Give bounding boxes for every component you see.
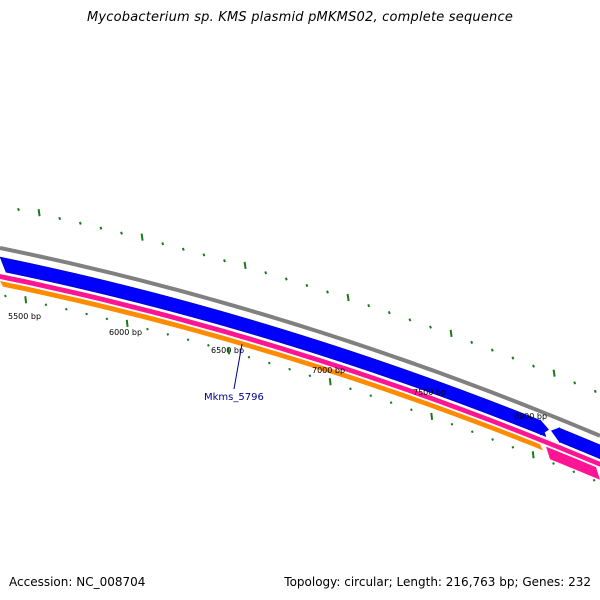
- outer-tick-mark: [449, 329, 453, 338]
- ruler-tick-mark: [166, 333, 170, 336]
- ruler-tick-mark: [207, 344, 210, 347]
- ruler-tick-mark: [410, 408, 413, 412]
- outer-tick-mark: [284, 277, 288, 281]
- outer-tick-mark: [17, 207, 20, 212]
- ruler-tick-mark: [389, 401, 393, 404]
- forward-cds-feature[interactable]: [0, 256, 547, 438]
- outer-tick-mark: [264, 271, 268, 275]
- reverse-cds-feature-2[interactable]: [546, 446, 600, 480]
- forward-cds-arrowhead: [540, 419, 549, 436]
- outer-tick-mark: [120, 231, 123, 235]
- outer-tick-mark: [490, 348, 494, 352]
- outer-tick-mark: [387, 311, 391, 315]
- ruler-tick-mark: [4, 294, 7, 298]
- bp-ruler: 5500 bp 6000 bp 6500 bp 7000 bp 7500 bp …: [4, 294, 596, 482]
- ruler-tick-mark: [470, 430, 474, 434]
- ruler-tick-mark: [491, 438, 494, 441]
- ruler-tick-mark: [592, 478, 596, 482]
- gene-label-leader-line: [233, 343, 243, 390]
- outer-tick-mark: [37, 209, 41, 217]
- ruler-tick-mark: [511, 445, 515, 449]
- ruler-label-7000: 7000 bp: [312, 366, 345, 375]
- ruler-tick-mark: [531, 451, 535, 459]
- ruler-tick-mark: [146, 327, 149, 331]
- ruler-tick-mark: [227, 347, 231, 355]
- ruler-label-6500: 6500 bp: [211, 346, 244, 355]
- outer-tick-mark: [593, 389, 597, 393]
- outer-tick-mark: [161, 242, 165, 246]
- outer-tick-mark: [99, 226, 103, 230]
- ruler-label-5500: 5500 bp: [8, 312, 41, 321]
- ruler-tick-mark: [24, 296, 28, 304]
- outer-tick-mark: [552, 369, 556, 377]
- gene-label-mkms-5796[interactable]: Mkms_5796: [204, 392, 264, 403]
- outer-tick-mark: [470, 340, 474, 344]
- outer-tick-mark: [408, 318, 412, 322]
- ruler-tick-mark: [44, 303, 48, 307]
- outer-tick-mark: [202, 253, 206, 257]
- ruler-tick-mark: [552, 462, 555, 465]
- ruler-tick-mark: [572, 470, 576, 474]
- outer-tick-mark: [573, 381, 577, 385]
- outer-tick-mark: [78, 221, 82, 225]
- ruler-tick-mark: [105, 317, 109, 321]
- outer-tick-mark: [326, 290, 329, 294]
- ruler-label-8000: 8000 bp: [514, 412, 547, 421]
- map-title: Mycobacterium sp. KMS plasmid pMKMS02, c…: [86, 10, 514, 25]
- outer-tick-mark: [223, 259, 226, 263]
- ruler-tick-mark: [85, 312, 88, 316]
- ruler-tick-mark: [450, 422, 454, 426]
- ruler-tick-mark: [267, 361, 271, 365]
- outer-tick-mark: [181, 247, 185, 251]
- reverse-rna-feature[interactable]: [0, 281, 543, 451]
- topology-summary: Topology: circular; Length: 216,763 bp; …: [284, 575, 591, 589]
- forward-cds-feature-2[interactable]: [559, 427, 600, 460]
- outer-tick-mark: [367, 304, 371, 308]
- ruler-tick-mark: [328, 378, 332, 386]
- ruler-tick-mark: [186, 338, 190, 342]
- outer-tick-mark: [532, 364, 535, 368]
- forward-strand-features: [0, 256, 600, 460]
- outer-tick-mark: [346, 293, 350, 302]
- ruler-tick-mark: [288, 367, 291, 371]
- outer-gc-ticks: [17, 207, 597, 393]
- ruler-tick-mark: [369, 394, 373, 397]
- backbone-group: [0, 246, 600, 438]
- outer-tick-mark: [429, 325, 432, 329]
- reverse-strand-features: [0, 274, 600, 480]
- outer-tick-mark: [243, 261, 247, 270]
- accession-text: Accession: NC_008704: [9, 575, 146, 589]
- ruler-label-7500: 7500 bp: [413, 388, 446, 397]
- plasmid-backbone: [0, 246, 600, 438]
- ruler-tick-mark: [308, 374, 312, 378]
- ruler-tick-mark: [430, 412, 434, 421]
- forward-cds-arrowhead-2: [551, 427, 560, 444]
- outer-tick-mark: [511, 356, 515, 360]
- outer-tick-mark: [140, 233, 144, 241]
- ruler-tick-mark: [64, 307, 68, 311]
- ruler-label-6000: 6000 bp: [109, 328, 142, 337]
- outer-tick-mark: [305, 283, 309, 288]
- gene-labels: Mkms_5796: [204, 343, 264, 403]
- outer-tick-mark: [58, 216, 62, 221]
- ruler-tick-mark: [349, 387, 352, 391]
- ruler-tick-mark: [125, 319, 129, 328]
- ruler-tick-mark: [247, 355, 251, 359]
